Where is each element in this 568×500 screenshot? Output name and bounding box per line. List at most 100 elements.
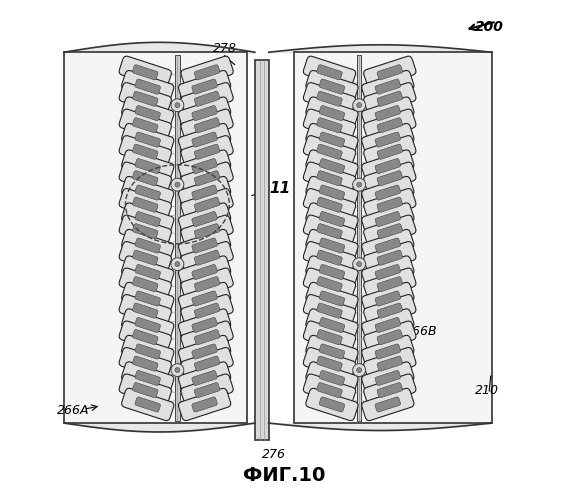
FancyBboxPatch shape — [375, 132, 400, 147]
FancyBboxPatch shape — [132, 382, 158, 398]
FancyBboxPatch shape — [122, 150, 174, 182]
Text: 276: 276 — [262, 448, 286, 461]
FancyBboxPatch shape — [194, 197, 220, 212]
FancyBboxPatch shape — [303, 109, 356, 142]
FancyBboxPatch shape — [178, 150, 231, 182]
FancyBboxPatch shape — [132, 276, 158, 292]
Text: 266A: 266A — [57, 404, 89, 417]
FancyBboxPatch shape — [178, 176, 231, 208]
Circle shape — [353, 364, 366, 376]
FancyBboxPatch shape — [178, 336, 231, 368]
Text: 278: 278 — [212, 42, 237, 54]
FancyBboxPatch shape — [319, 79, 345, 94]
FancyBboxPatch shape — [135, 291, 161, 306]
FancyBboxPatch shape — [192, 291, 218, 306]
Circle shape — [357, 262, 362, 266]
FancyBboxPatch shape — [319, 264, 345, 280]
Circle shape — [357, 368, 362, 372]
FancyBboxPatch shape — [119, 82, 172, 115]
FancyBboxPatch shape — [362, 282, 414, 314]
FancyBboxPatch shape — [135, 370, 161, 386]
FancyBboxPatch shape — [178, 309, 231, 341]
FancyBboxPatch shape — [306, 97, 358, 129]
FancyBboxPatch shape — [194, 356, 220, 371]
FancyBboxPatch shape — [119, 215, 172, 248]
FancyBboxPatch shape — [135, 238, 161, 253]
FancyBboxPatch shape — [119, 242, 172, 274]
FancyBboxPatch shape — [194, 250, 220, 266]
FancyBboxPatch shape — [364, 82, 416, 115]
FancyBboxPatch shape — [181, 56, 233, 88]
Circle shape — [357, 182, 362, 187]
FancyBboxPatch shape — [303, 162, 356, 194]
Text: 11: 11 — [269, 180, 290, 196]
FancyBboxPatch shape — [132, 144, 158, 160]
FancyBboxPatch shape — [181, 215, 233, 248]
FancyBboxPatch shape — [135, 212, 161, 226]
Circle shape — [171, 99, 184, 112]
FancyBboxPatch shape — [319, 370, 345, 386]
FancyBboxPatch shape — [135, 264, 161, 280]
FancyBboxPatch shape — [377, 330, 403, 344]
FancyBboxPatch shape — [377, 64, 403, 80]
FancyBboxPatch shape — [122, 176, 174, 208]
FancyBboxPatch shape — [364, 162, 416, 194]
FancyBboxPatch shape — [377, 197, 403, 212]
FancyBboxPatch shape — [119, 268, 172, 300]
FancyBboxPatch shape — [181, 242, 233, 274]
FancyBboxPatch shape — [194, 303, 220, 318]
FancyBboxPatch shape — [377, 118, 403, 133]
FancyBboxPatch shape — [194, 382, 220, 398]
FancyBboxPatch shape — [122, 336, 174, 368]
FancyBboxPatch shape — [132, 356, 158, 371]
FancyBboxPatch shape — [192, 238, 218, 253]
FancyBboxPatch shape — [303, 374, 356, 406]
FancyBboxPatch shape — [377, 303, 403, 318]
FancyBboxPatch shape — [132, 330, 158, 344]
Circle shape — [175, 102, 180, 108]
FancyBboxPatch shape — [181, 109, 233, 142]
FancyBboxPatch shape — [362, 124, 414, 156]
FancyBboxPatch shape — [192, 106, 218, 120]
FancyBboxPatch shape — [364, 321, 416, 354]
FancyBboxPatch shape — [122, 362, 174, 394]
FancyBboxPatch shape — [303, 215, 356, 248]
FancyBboxPatch shape — [178, 124, 231, 156]
FancyBboxPatch shape — [319, 212, 345, 226]
FancyBboxPatch shape — [178, 282, 231, 314]
FancyBboxPatch shape — [181, 294, 233, 327]
FancyBboxPatch shape — [303, 56, 356, 88]
Circle shape — [171, 178, 184, 191]
FancyBboxPatch shape — [317, 118, 343, 133]
FancyBboxPatch shape — [306, 176, 358, 208]
FancyBboxPatch shape — [377, 356, 403, 371]
FancyBboxPatch shape — [319, 132, 345, 147]
FancyBboxPatch shape — [362, 309, 414, 341]
FancyBboxPatch shape — [364, 242, 416, 274]
FancyBboxPatch shape — [178, 97, 231, 129]
FancyBboxPatch shape — [119, 321, 172, 354]
FancyBboxPatch shape — [375, 185, 400, 200]
FancyBboxPatch shape — [122, 70, 174, 103]
FancyBboxPatch shape — [375, 397, 400, 412]
FancyBboxPatch shape — [194, 91, 220, 106]
FancyBboxPatch shape — [303, 188, 356, 221]
FancyBboxPatch shape — [362, 388, 414, 420]
FancyBboxPatch shape — [119, 109, 172, 142]
FancyBboxPatch shape — [362, 256, 414, 288]
FancyBboxPatch shape — [375, 264, 400, 280]
FancyBboxPatch shape — [181, 188, 233, 221]
FancyBboxPatch shape — [362, 150, 414, 182]
FancyBboxPatch shape — [181, 162, 233, 194]
Circle shape — [171, 364, 184, 376]
FancyBboxPatch shape — [192, 132, 218, 147]
FancyBboxPatch shape — [319, 344, 345, 359]
FancyBboxPatch shape — [122, 256, 174, 288]
FancyBboxPatch shape — [192, 370, 218, 386]
FancyBboxPatch shape — [135, 79, 161, 94]
FancyBboxPatch shape — [377, 250, 403, 266]
FancyBboxPatch shape — [194, 144, 220, 160]
FancyBboxPatch shape — [192, 158, 218, 174]
FancyBboxPatch shape — [119, 188, 172, 221]
Polygon shape — [294, 52, 492, 423]
